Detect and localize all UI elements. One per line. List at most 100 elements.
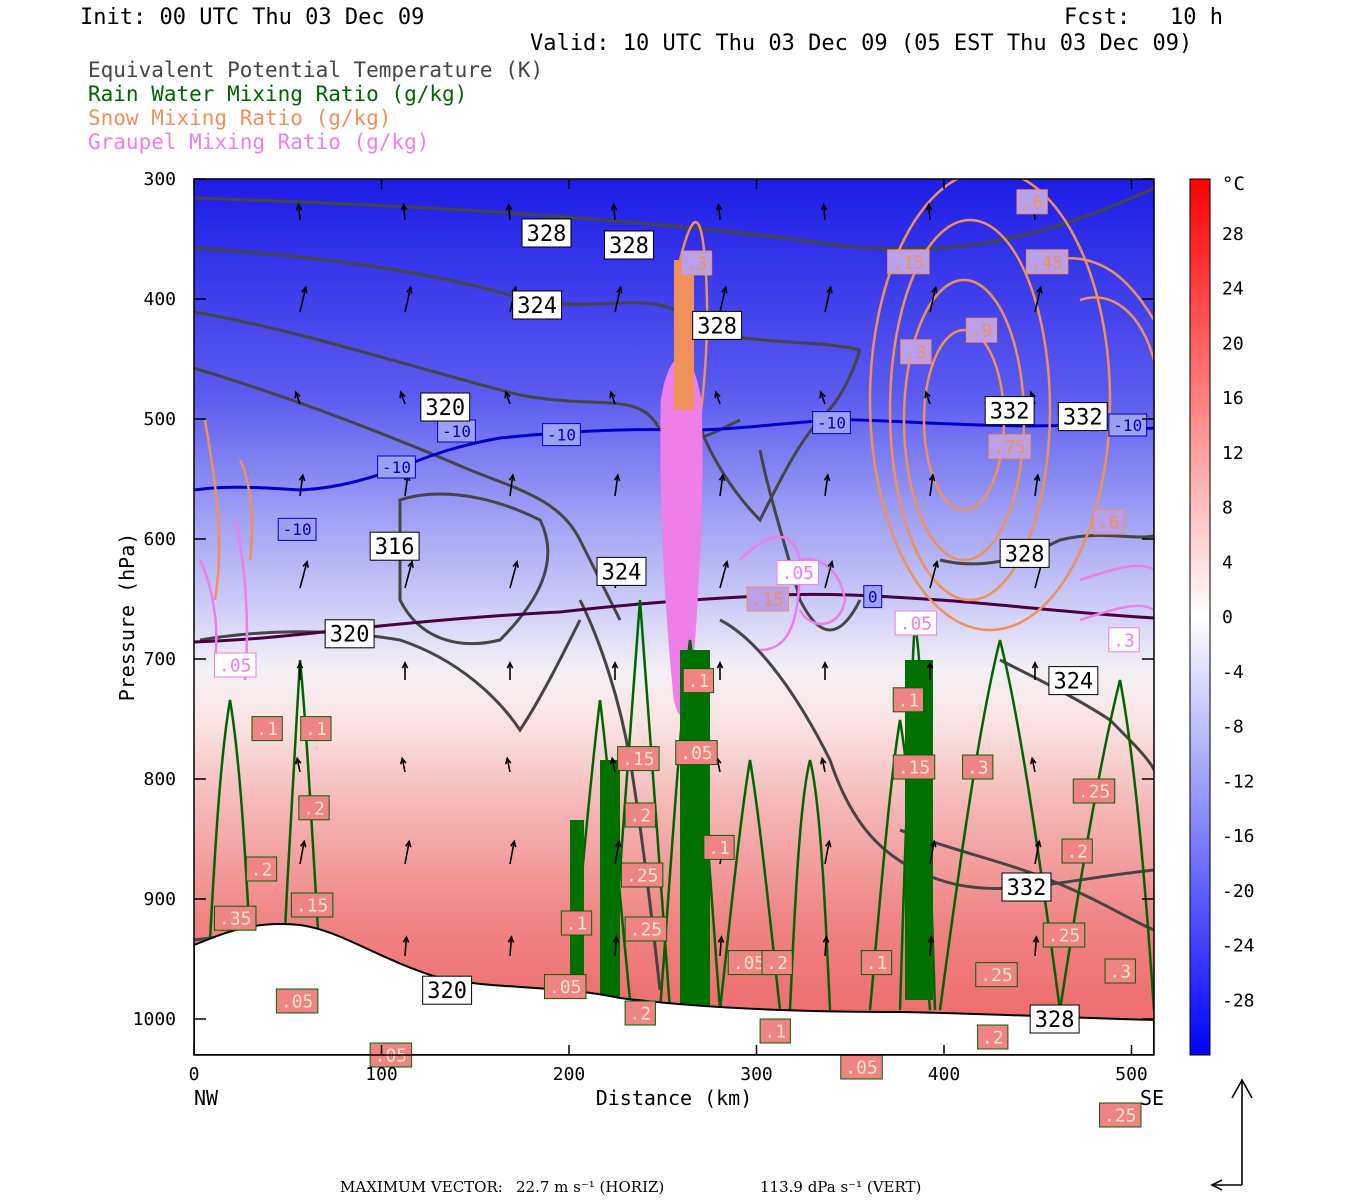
rainLabels-box bbox=[892, 754, 936, 780]
rainLabels-box bbox=[290, 892, 334, 918]
thetaLabels-box bbox=[984, 396, 1035, 426]
thetaLabels-text: 324 bbox=[1054, 670, 1094, 695]
wind-vector-head bbox=[932, 560, 939, 568]
wind-vector bbox=[1034, 287, 1042, 313]
wind-vector-head bbox=[405, 839, 412, 848]
legend-graupel: Graupel Mixing Ratio (g/kg) bbox=[88, 130, 430, 154]
wind-vector bbox=[821, 758, 826, 773]
rainLabels-box bbox=[214, 905, 257, 931]
graupel-labels: .05 .05 .05 .3 bbox=[214, 560, 1140, 678]
wind-vector-head bbox=[400, 202, 408, 211]
rainLabels-box bbox=[962, 754, 994, 780]
wind-vector-head bbox=[609, 756, 617, 765]
wind-vector-head bbox=[407, 560, 414, 568]
wind-vector bbox=[824, 561, 833, 589]
wind-vectors bbox=[294, 202, 1044, 957]
rainLabels-text: .1 bbox=[305, 719, 327, 740]
rainLabels-box bbox=[977, 1024, 1009, 1050]
isoLabels-box bbox=[277, 517, 317, 541]
wind-vector-head bbox=[823, 473, 831, 482]
thetaLabels-text: 324 bbox=[602, 560, 642, 585]
rain-core-4 bbox=[570, 820, 584, 1000]
thetaLabels-text: 320 bbox=[425, 396, 465, 421]
graupelLabels-text: .05 bbox=[781, 563, 814, 584]
wind-vector bbox=[610, 391, 616, 405]
rainLabels-text: .15 bbox=[898, 757, 931, 778]
isoLabels-text: -10 bbox=[547, 425, 576, 444]
rainLabels-box bbox=[761, 950, 793, 976]
wind-vector bbox=[614, 841, 620, 865]
wind-vector bbox=[612, 204, 616, 221]
thetaLabels-text: 320 bbox=[427, 979, 467, 1004]
snowLabels-box bbox=[965, 317, 998, 343]
legend-rain: Rain Water Mixing Ratio (g/kg) bbox=[88, 82, 468, 106]
plot-frame bbox=[193, 178, 1155, 1056]
wind-vector-head bbox=[924, 390, 931, 399]
rainLabels-box bbox=[1104, 958, 1136, 984]
snowLabels-box bbox=[900, 339, 932, 365]
wind-vector-head bbox=[927, 935, 935, 943]
isoLabels-text: -10 bbox=[382, 458, 411, 477]
wind-vector bbox=[1034, 936, 1038, 957]
wind-vector bbox=[509, 561, 518, 589]
wind-vector bbox=[507, 204, 511, 221]
rainLabels-box bbox=[975, 962, 1018, 988]
max-vector-label: MAXIMUM VECTOR: bbox=[340, 1178, 503, 1196]
wind-vector bbox=[824, 936, 828, 957]
snowLabels-box bbox=[1093, 509, 1125, 535]
rainLabels-text: .2 bbox=[251, 859, 273, 880]
wind-vector-head bbox=[406, 285, 413, 294]
colorbar-label: -12 bbox=[1222, 771, 1255, 792]
snowLabels-box bbox=[746, 586, 789, 612]
isoLabels-box bbox=[812, 411, 851, 435]
wind-vector-head bbox=[721, 285, 728, 294]
colorbar-label: -24 bbox=[1222, 936, 1255, 957]
wind-vector-head bbox=[714, 390, 721, 399]
wind-vector-head bbox=[611, 660, 619, 669]
wind-vector bbox=[929, 475, 934, 497]
rainLabels-box bbox=[275, 988, 319, 1014]
rainLabels-box bbox=[703, 834, 735, 860]
rainLabels-text: .2 bbox=[766, 953, 788, 974]
wind-vector bbox=[719, 561, 728, 589]
legend-theta-e: Equivalent Potential Temperature (K) bbox=[88, 58, 544, 82]
rainLabels-text: .1 bbox=[866, 953, 888, 974]
wind-vector bbox=[822, 204, 826, 221]
rainLabels-text: .2 bbox=[303, 798, 325, 819]
wind-vector bbox=[1034, 475, 1039, 497]
snowLabels-text: .3 bbox=[686, 253, 708, 274]
rainLabels-text: .35 bbox=[219, 909, 252, 930]
rainLabels-text: .3 bbox=[967, 757, 989, 778]
rainLabels-text: .2 bbox=[982, 1027, 1004, 1048]
wind-vector bbox=[820, 391, 826, 405]
wind-vector-head bbox=[504, 756, 512, 765]
wind-vector bbox=[295, 391, 301, 405]
wind-vector bbox=[929, 841, 935, 865]
rainLabels-text: .05 bbox=[733, 953, 766, 974]
wind-vector-head bbox=[1029, 756, 1037, 765]
snowLabels-text: .6 bbox=[1021, 192, 1043, 213]
wind-vector-head bbox=[718, 473, 726, 482]
y-tick-label: 800 bbox=[143, 769, 176, 790]
wind-vector bbox=[402, 204, 406, 221]
wind-vector-head bbox=[401, 660, 409, 669]
thetaLabels-box bbox=[1029, 1004, 1080, 1034]
snowLabels-text: .3 bbox=[905, 342, 927, 363]
wind-vector bbox=[611, 758, 616, 773]
wind-vector-head bbox=[819, 756, 827, 765]
x-tick-label: 200 bbox=[553, 1064, 586, 1085]
y-tick-label: 700 bbox=[143, 649, 176, 670]
colorbar-label: 28 bbox=[1222, 224, 1244, 245]
wind-vector-head bbox=[302, 560, 309, 568]
snowLabels-text: .75 bbox=[993, 437, 1026, 458]
rainLabels-text: .25 bbox=[1048, 925, 1081, 946]
wind-vector-head bbox=[294, 756, 302, 765]
thetaLabels-text: 332 bbox=[1007, 876, 1047, 901]
wind-vector bbox=[824, 475, 829, 497]
axes: 0 100 200 300 400 500 300 400 500 600 700 800 900 100… bbox=[133, 169, 1154, 1085]
wind-vector-head bbox=[1031, 660, 1039, 669]
init-time: Init: 00 UTC Thu 03 Dec 09 bbox=[80, 5, 425, 30]
y-tick-label: 300 bbox=[143, 169, 176, 190]
thetaLabels-text: 320 bbox=[330, 623, 370, 648]
rainLabels-box bbox=[298, 795, 330, 821]
